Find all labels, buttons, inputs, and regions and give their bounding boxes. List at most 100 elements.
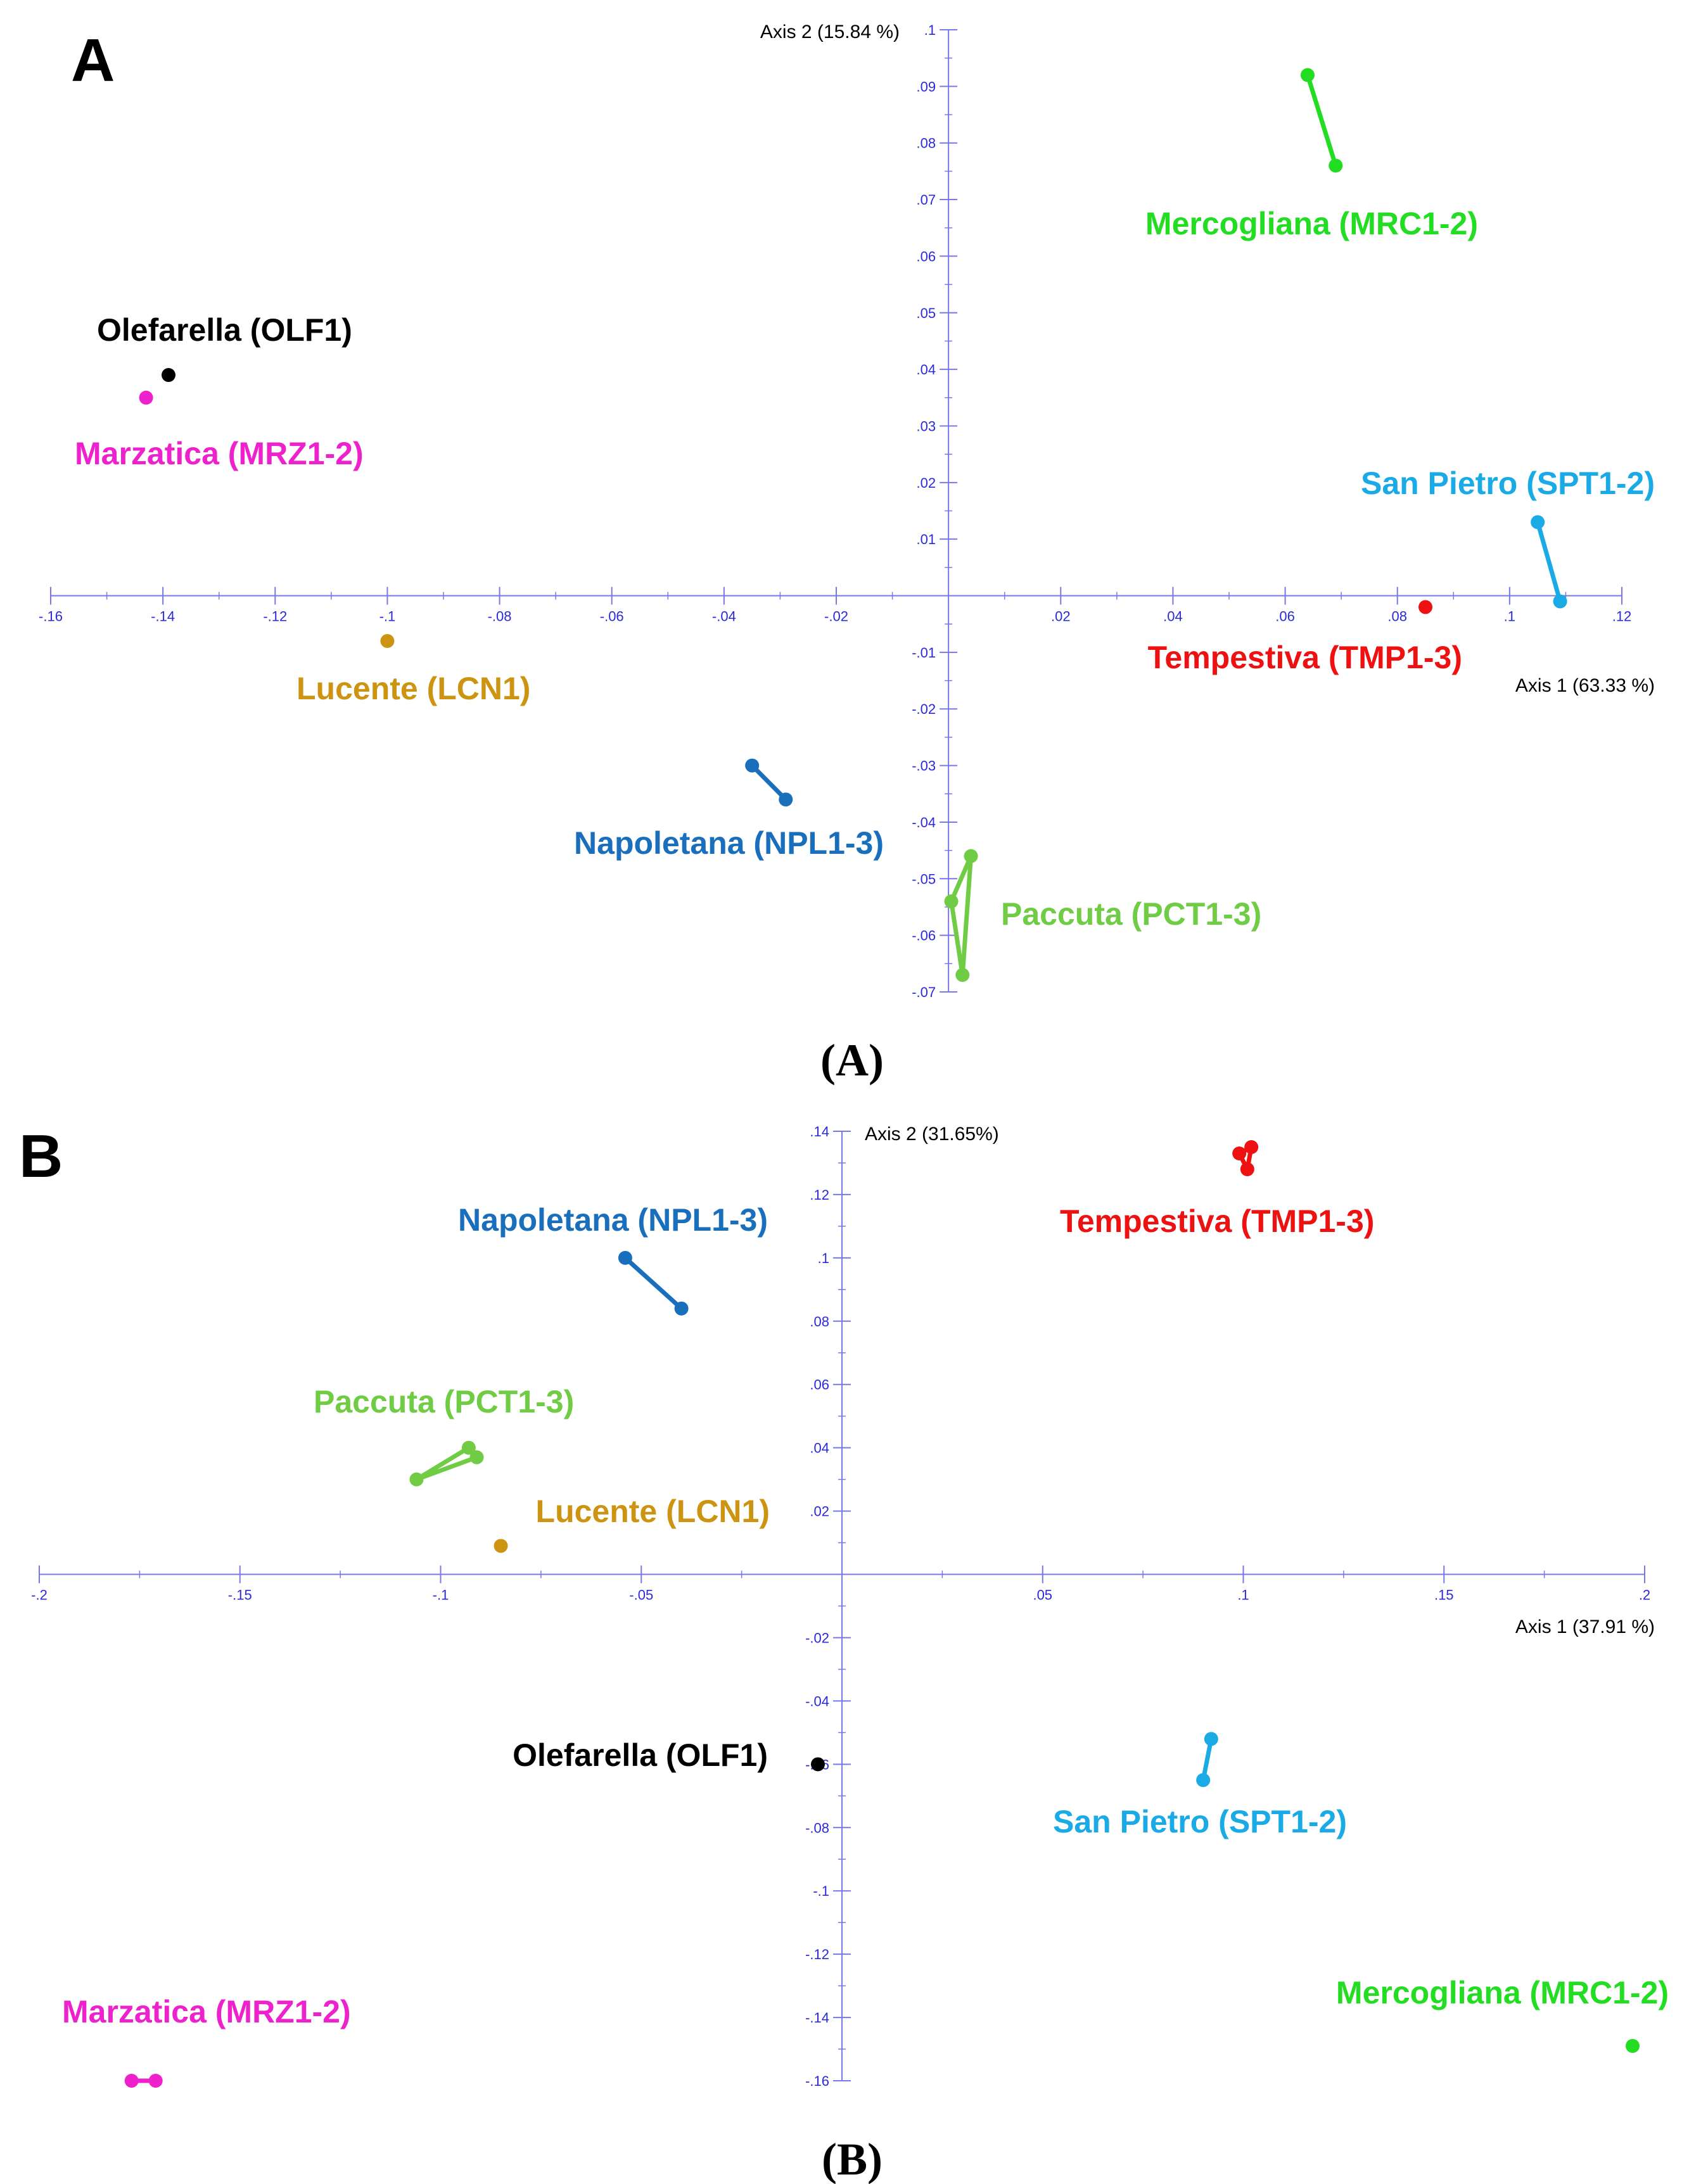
series-napoletana-b bbox=[618, 1250, 689, 1316]
panel-a: A Axis 2 (15.84 %) Axis 1 (63.33 %) -.16… bbox=[39, 22, 1655, 1086]
label-olefarella-a: Olefarella (OLF1) bbox=[97, 312, 352, 348]
y-tick-label: .06 bbox=[810, 1377, 829, 1393]
label-marzatica-a: Marzatica (MRZ1-2) bbox=[75, 436, 364, 471]
series-san-pietro-a bbox=[1531, 515, 1567, 609]
point-tempestiva-b bbox=[1244, 1140, 1259, 1154]
x-tick-label: -.05 bbox=[629, 1587, 653, 1603]
series-olefarella-a bbox=[162, 368, 175, 383]
point-marzatica-a bbox=[139, 390, 153, 405]
panel-b-xlabel: Axis 1 (37.91 %) bbox=[1515, 1616, 1655, 1637]
y-tick-label: .08 bbox=[810, 1314, 829, 1330]
label-napoletana-b: Napoletana (NPL1-3) bbox=[458, 1202, 768, 1238]
point-tempestiva-b bbox=[1232, 1146, 1247, 1160]
y-tick-label: .03 bbox=[917, 418, 936, 434]
x-tick-label: -.1 bbox=[379, 609, 396, 625]
point-mercogliana-a bbox=[1329, 158, 1343, 173]
panel-a-ylabel: Axis 2 (15.84 %) bbox=[760, 22, 900, 42]
label-olefarella-b: Olefarella (OLF1) bbox=[513, 1737, 768, 1773]
point-san-pietro-b bbox=[1196, 1773, 1211, 1787]
connector-paccuta-a bbox=[949, 855, 974, 977]
label-lucente-b: Lucente (LCN1) bbox=[536, 1494, 770, 1529]
series-mercogliana-a bbox=[1301, 68, 1343, 173]
y-tick-label: -.08 bbox=[805, 1820, 829, 1836]
x-tick-label: .2 bbox=[1639, 1587, 1650, 1603]
y-tick-label: -.04 bbox=[805, 1693, 829, 1709]
point-san-pietro-a bbox=[1553, 594, 1567, 609]
x-tick-label: .08 bbox=[1387, 609, 1407, 625]
point-paccuta-b bbox=[461, 1440, 476, 1455]
series-paccuta-a bbox=[944, 849, 978, 982]
panel-a-axes bbox=[50, 29, 1622, 993]
series-san-pietro-b bbox=[1196, 1732, 1218, 1787]
point-lucente-a bbox=[380, 634, 395, 649]
label-tempestiva-b: Tempestiva (TMP1-3) bbox=[1060, 1203, 1374, 1239]
series-marzatica-b bbox=[124, 2074, 163, 2088]
y-tick-label: .1 bbox=[818, 1250, 829, 1266]
y-tick-label: -.06 bbox=[912, 928, 936, 944]
point-mercogliana-a bbox=[1301, 68, 1315, 82]
point-paccuta-b bbox=[409, 1472, 424, 1487]
y-tick-label: -.16 bbox=[805, 2073, 829, 2089]
point-olefarella-b bbox=[810, 1757, 825, 1772]
y-tick-label: .01 bbox=[917, 531, 936, 547]
series-tempestiva-a bbox=[1418, 600, 1432, 614]
label-paccuta-a: Paccuta (PCT1-3) bbox=[1001, 896, 1261, 932]
y-tick-label: .02 bbox=[917, 475, 936, 491]
series-mercogliana-b bbox=[1625, 2039, 1640, 2054]
y-tick-label: .07 bbox=[917, 192, 936, 208]
x-tick-label: .1 bbox=[1237, 1587, 1249, 1603]
y-tick-label: -.01 bbox=[912, 645, 936, 661]
connector-san-pietro-b bbox=[1201, 1738, 1214, 1781]
x-tick-label: -.16 bbox=[39, 609, 63, 625]
panel-b-ylabel: Axis 2 (31.65%) bbox=[865, 1124, 999, 1145]
y-tick-label: .08 bbox=[917, 136, 936, 151]
label-marzatica-b: Marzatica (MRZ1-2) bbox=[62, 1994, 351, 2029]
label-mercogliana-a: Mercogliana (MRC1-2) bbox=[1145, 206, 1478, 241]
series-napoletana-a bbox=[745, 758, 793, 807]
point-lucente-b bbox=[494, 1539, 508, 1553]
point-marzatica-b bbox=[148, 2074, 163, 2088]
point-paccuta-a bbox=[955, 968, 970, 982]
label-lucente-a: Lucente (LCN1) bbox=[296, 671, 530, 706]
panel-a-tick-labels: -.16 -.14 -.12 -.1 -.08 -.06 -.04 -.02 .02 .04 .06… bbox=[39, 22, 1631, 1000]
panel-a-letter: A bbox=[71, 27, 115, 94]
point-napoletana-b bbox=[618, 1250, 632, 1265]
x-tick-label: .1 bbox=[1504, 609, 1515, 625]
point-marzatica-b bbox=[124, 2074, 139, 2088]
series-paccuta-b bbox=[409, 1440, 484, 1487]
y-tick-label: -.14 bbox=[805, 2010, 829, 2026]
x-tick-label: .06 bbox=[1275, 609, 1295, 625]
panel-b: B Axis 2 (31.65%) Axis 1 (37.91 %) -.2 -.… bbox=[19, 1122, 1669, 2184]
series-lucente-a bbox=[380, 634, 395, 649]
panel-b-axes bbox=[39, 1131, 1645, 2081]
series-marzatica-a bbox=[139, 390, 153, 405]
y-tick-label: .12 bbox=[810, 1187, 829, 1203]
y-tick-label: -.05 bbox=[912, 871, 936, 887]
y-tick-label: .05 bbox=[917, 305, 936, 321]
panel-b-series bbox=[124, 1140, 1640, 2088]
y-tick-label: -.12 bbox=[805, 1946, 829, 1962]
series-olefarella-b bbox=[810, 1757, 825, 1772]
label-san-pietro-b: San Pietro (SPT1-2) bbox=[1053, 1804, 1347, 1839]
point-paccuta-a bbox=[944, 894, 959, 909]
panel-a-xlabel: Axis 1 (63.33 %) bbox=[1515, 675, 1655, 696]
y-tick-label: -.02 bbox=[912, 701, 936, 717]
y-tick-label: .06 bbox=[917, 248, 936, 264]
series-lucente-b bbox=[494, 1539, 508, 1553]
panel-a-caption: (A) bbox=[820, 1035, 884, 1086]
point-olefarella-a bbox=[162, 368, 175, 383]
connector-napoletana-b bbox=[623, 1256, 683, 1311]
x-tick-label: .05 bbox=[1033, 1587, 1052, 1603]
x-tick-label: .12 bbox=[1612, 609, 1632, 625]
point-paccuta-b bbox=[469, 1450, 484, 1464]
y-tick-label: .04 bbox=[917, 362, 936, 378]
point-san-pietro-a bbox=[1531, 515, 1545, 530]
connector-napoletana-a bbox=[750, 764, 787, 801]
panel-b-letter: B bbox=[19, 1122, 63, 1190]
label-napoletana-a: Napoletana (NPL1-3) bbox=[574, 825, 884, 861]
y-tick-label: -.04 bbox=[912, 815, 936, 830]
y-tick-label: .04 bbox=[810, 1440, 829, 1456]
point-mercogliana-b bbox=[1625, 2039, 1640, 2054]
label-san-pietro-a: San Pietro (SPT1-2) bbox=[1361, 466, 1655, 501]
